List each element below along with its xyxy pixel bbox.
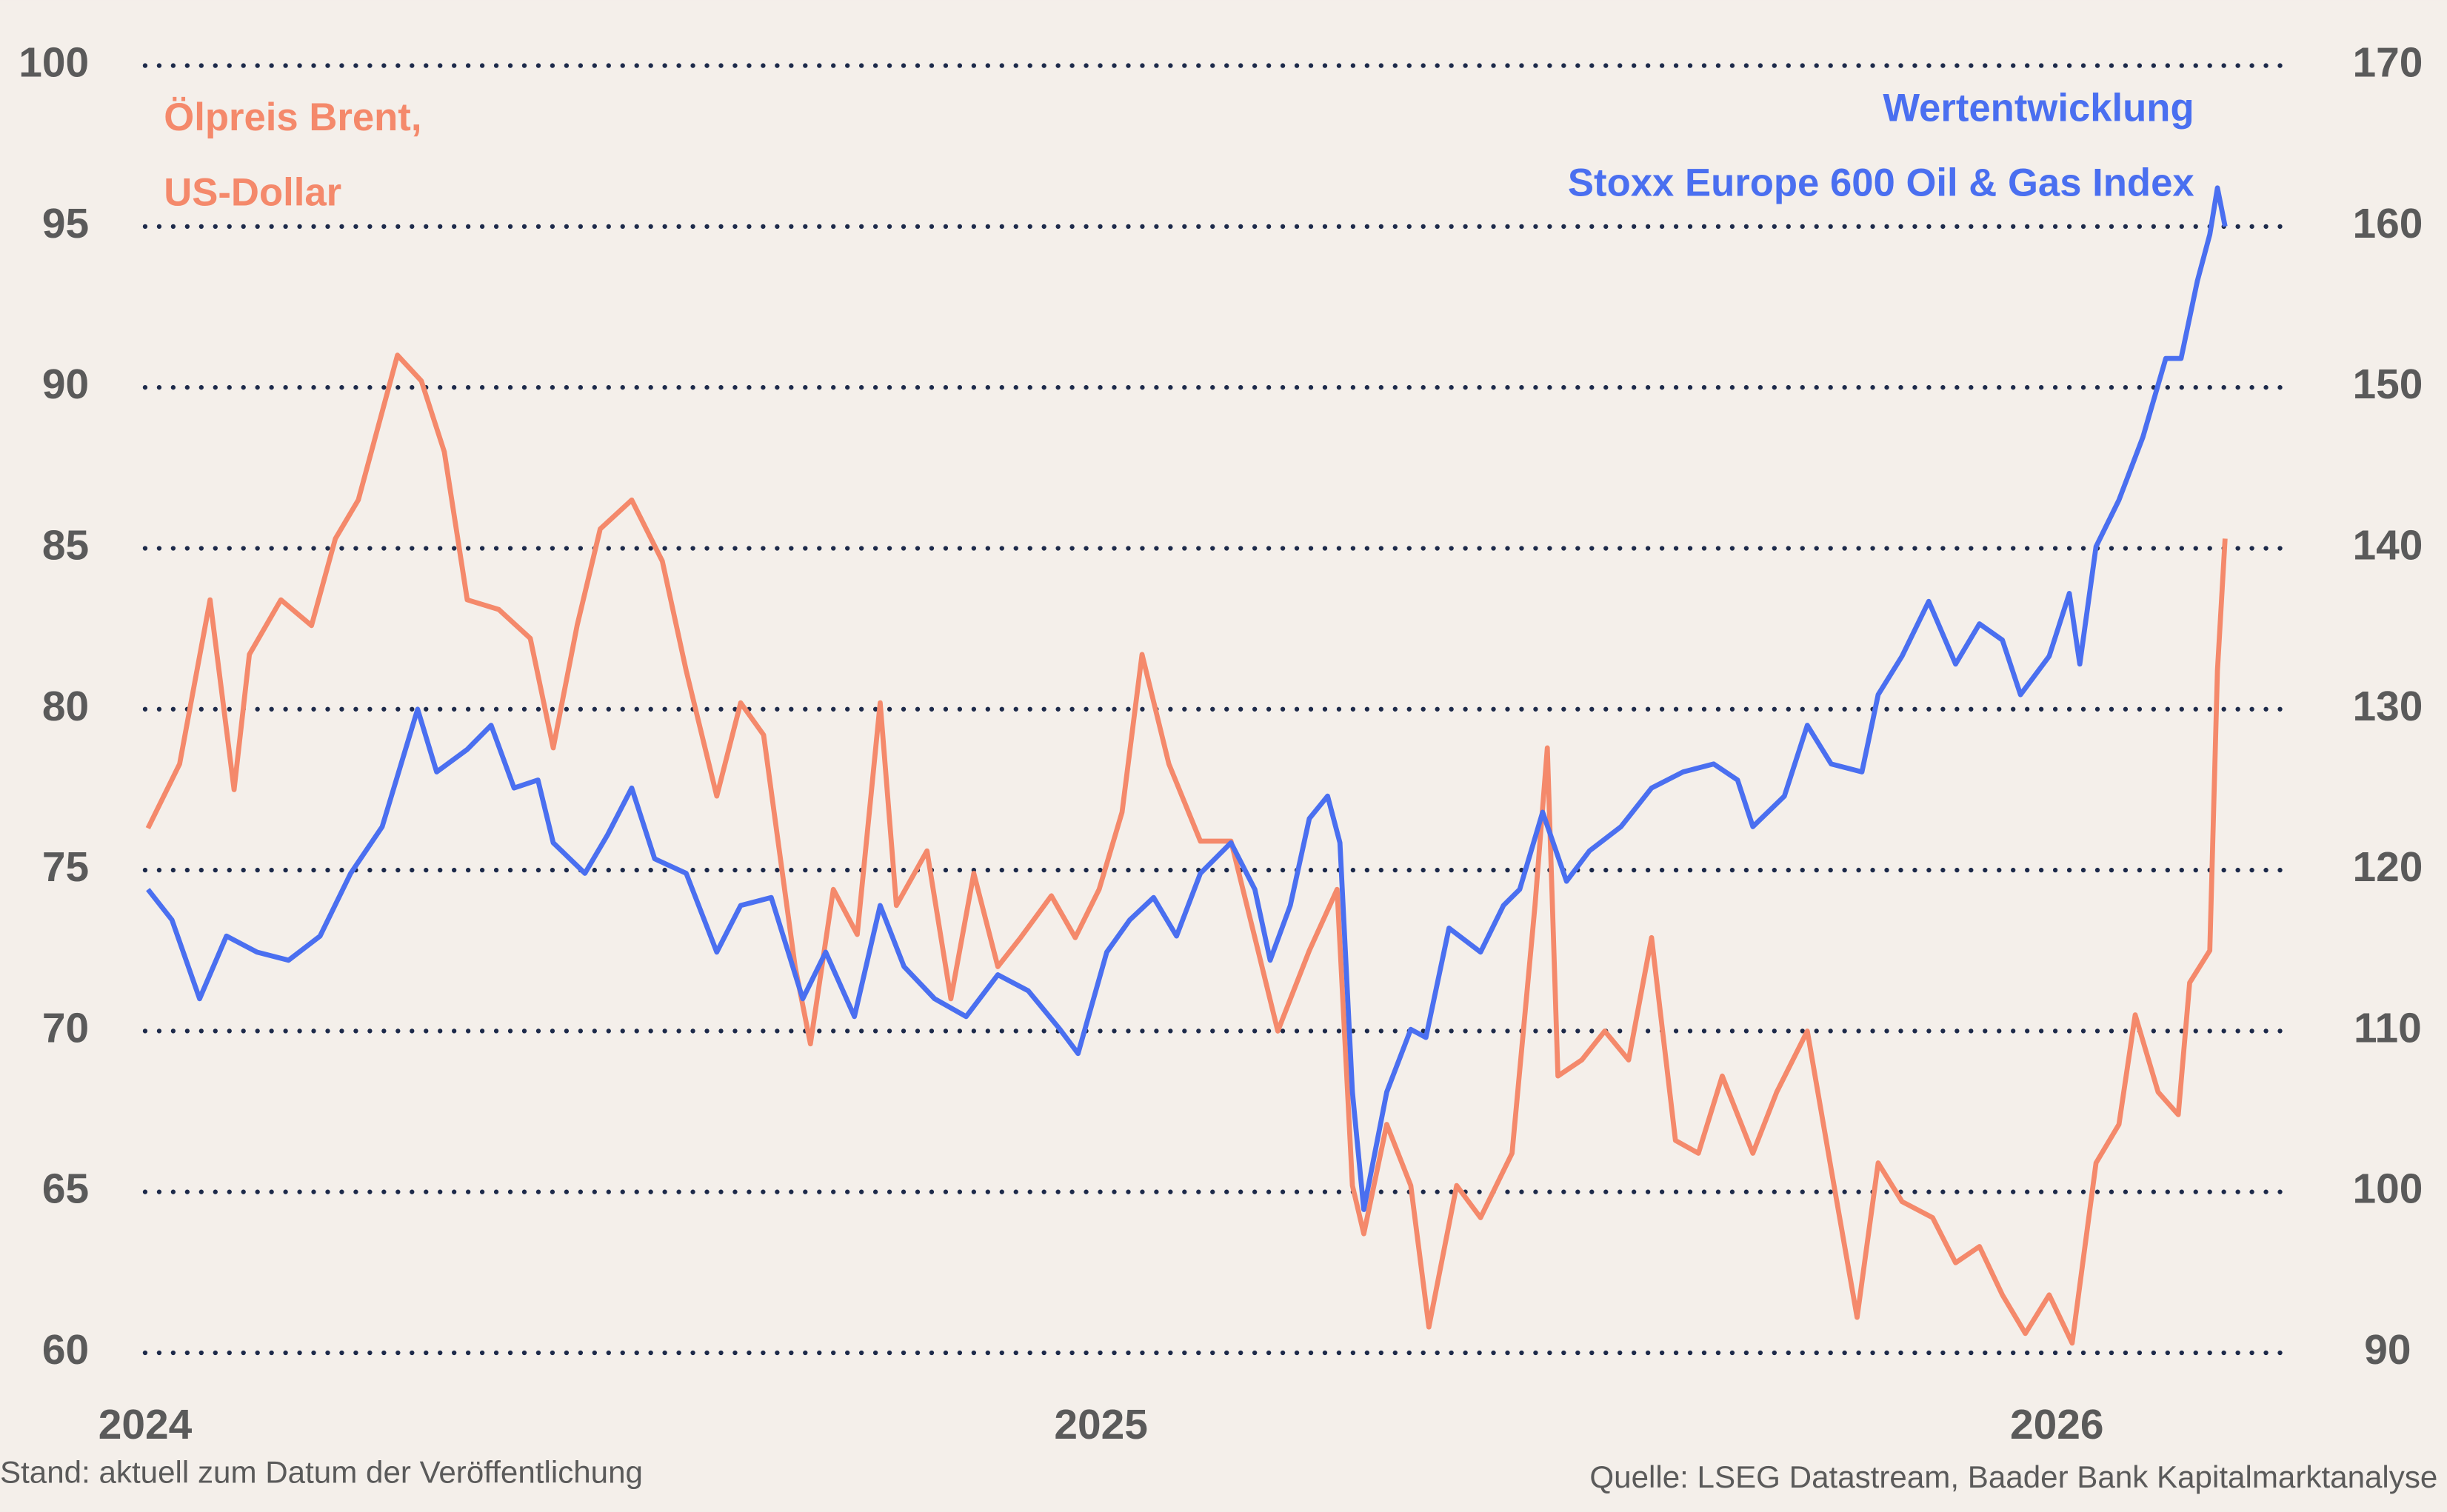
y2-tick-label: 100 [2352, 1165, 2423, 1213]
line-series [146, 185, 2228, 1212]
y2-tick-label: 170 [2352, 39, 2423, 87]
legend-label: Wertentwicklung [1883, 87, 2194, 130]
y2-tick-label: 140 [2352, 522, 2423, 569]
legend-label: Stoxx Europe 600 Oil & Gas Index [1568, 161, 2194, 205]
legend-label: US-Dollar [164, 170, 341, 214]
y-tick-label: 95 [42, 200, 89, 247]
y2-tick-label: 150 [2352, 361, 2423, 408]
x-tick-label: 2025 [1054, 1401, 1148, 1448]
y-tick-label: 75 [42, 843, 89, 891]
footnote-right: Quelle: LSEG Datastream, Baader Bank Kap… [1589, 1459, 2437, 1494]
y-tick-label: 70 [42, 1004, 89, 1051]
y2-tick-label: 130 [2352, 683, 2423, 730]
y2-tick-label: 90 [2364, 1326, 2411, 1374]
line-series [145, 352, 2228, 1346]
footnote-left: Stand: aktuell zum Datum der Veröffentli… [0, 1454, 643, 1489]
legend-label: Ölpreis Brent, [164, 96, 421, 139]
y-tick-label: 85 [42, 522, 89, 569]
x-tick-label: 2024 [99, 1401, 193, 1448]
y2-tick-label: 110 [2354, 1004, 2422, 1051]
y-tick-label: 60 [42, 1326, 89, 1374]
y-tick-label: 90 [42, 361, 89, 408]
y-tick-label: 65 [42, 1165, 89, 1213]
y2-tick-label: 120 [2352, 843, 2423, 891]
y-tick-label: 80 [42, 683, 89, 730]
y2-tick-label: 160 [2352, 200, 2423, 247]
x-tick-label: 2026 [2010, 1401, 2104, 1448]
y-tick-label: 100 [19, 39, 89, 87]
